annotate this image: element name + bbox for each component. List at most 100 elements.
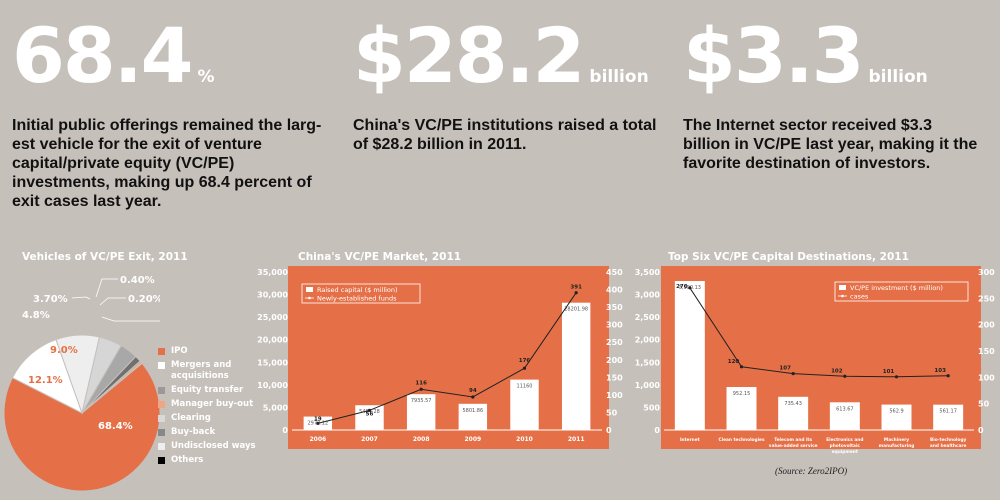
y-tick-label-left: 1,500 [635, 358, 661, 367]
y-tick-label-left: 20,000 [257, 336, 288, 345]
y-tick-label-left: 5,000 [263, 403, 289, 412]
line-value-label: 103 [934, 368, 946, 374]
line-value-label: 116 [415, 380, 427, 386]
legend-swatch-point [841, 294, 844, 298]
stat-value: $28.2 [353, 11, 585, 100]
y-tick-label-left: 3,500 [635, 268, 661, 277]
y-tick-label-right: 0 [978, 426, 984, 435]
y-tick-label-right: 0 [606, 426, 612, 435]
legend-item: Undisclosed ways [158, 441, 263, 452]
x-tick-label: Clean technologies [718, 437, 764, 443]
line-point [522, 366, 527, 370]
legend-swatch [158, 443, 165, 450]
x-tick-label: 2010 [516, 436, 533, 443]
legend-item: Clearing [158, 413, 263, 424]
x-tick-label: 2008 [413, 436, 430, 443]
legend-swatch-point [308, 296, 311, 300]
x-tick-label: value-added service [769, 443, 818, 449]
pie-slice-label: 0.20% [128, 294, 160, 305]
y-tick-label-right: 350 [606, 303, 623, 312]
bar [510, 379, 539, 430]
y-tick-label-right: 450 [606, 268, 623, 277]
y-tick-label-right: 400 [606, 286, 623, 295]
pie-legend: IPO Mergers and acquisitions Equity transf… [158, 346, 263, 469]
y-tick-label-right: 150 [978, 347, 995, 356]
y-tick-label-left: 0 [654, 426, 660, 435]
stat-internet-sector: $3.3 billion [683, 18, 928, 94]
legend-label: Clearing [171, 413, 211, 423]
pie-slice [11, 338, 83, 415]
legend-swatch [158, 401, 165, 408]
y-tick-label-left: 1,000 [635, 381, 661, 390]
bar [726, 387, 757, 430]
y-tick-label-left: 35,000 [257, 268, 288, 277]
line-value-label: 56 [366, 411, 374, 417]
legend-swatch-bar [306, 287, 313, 292]
legend-item: Buy-back [158, 427, 263, 438]
legend-label: Buy-back [171, 427, 216, 437]
line-value-label: 270 [676, 284, 688, 290]
line-point [419, 387, 423, 391]
bar [674, 281, 705, 430]
legend-item: Equity transfer [158, 385, 263, 396]
y-tick-label-left: 10,000 [257, 381, 288, 390]
line-point [894, 375, 899, 379]
legend-item: IPO [158, 346, 263, 357]
y-tick-label-right: 250 [978, 294, 995, 303]
line-value-label: 120 [728, 359, 740, 365]
source-note: (Source: Zero2IPO) [775, 466, 848, 476]
x-tick-label: 2011 [568, 436, 585, 443]
stat-description: The Internet sector received $3.3 billio… [683, 117, 978, 172]
legend-label: Undisclosed ways [171, 441, 256, 451]
legend-box [301, 283, 421, 304]
line-point [739, 365, 744, 369]
legend-item: Mergers and acquisitions [158, 360, 263, 382]
y-tick-label-right: 100 [606, 391, 623, 400]
legend-label: Others [171, 455, 204, 465]
stat-raised-capital: $28.2 billion [353, 18, 649, 94]
stat-value: $3.3 [683, 11, 865, 100]
line-point [843, 374, 847, 378]
pie-leader-line [101, 316, 160, 322]
bar-value-label: 562.9 [889, 409, 903, 415]
pie-slice-label: 68.4% [98, 421, 133, 432]
legend-swatch [158, 415, 165, 422]
y-tick-label-right: 200 [978, 321, 995, 330]
stat-description: China's VC/PE institutions raised a tota… [353, 117, 657, 153]
legend-swatch [158, 429, 165, 436]
pie-slice-label: 0.40% [120, 275, 155, 286]
y-tick-label-left: 2,000 [635, 336, 661, 345]
line-value-label: 107 [779, 366, 791, 372]
legend-label: cases [850, 293, 869, 301]
y-tick-label-right: 150 [606, 373, 623, 382]
y-tick-label-left: 25,000 [257, 313, 288, 322]
legend-label: Raised capital ($ million) [317, 286, 398, 294]
bar [778, 396, 809, 430]
series-line [689, 287, 949, 378]
pie-chart-title: Vehicles of VC/PE Exit, 2011 [22, 251, 188, 263]
bar [881, 404, 912, 430]
destinations-chart: 0 500 1,000 1,500 2,000 2,500 3,000 3,500 0 50 100… [635, 268, 995, 455]
legend-item: Others [158, 455, 263, 466]
destinations-chart-panel [661, 266, 981, 449]
bar-value-label: 5801.86 [462, 408, 483, 414]
x-tick-label: Electronics and [826, 437, 863, 443]
line-point [316, 421, 320, 425]
bar-value-label: 561.17 [939, 409, 957, 415]
bar-value-label: 952.15 [733, 391, 751, 397]
x-tick-label: Telecom and its [774, 437, 812, 443]
y-tick-label-left: 30,000 [257, 291, 288, 300]
legend-item: Manager buy-out [158, 399, 263, 410]
bar [829, 402, 860, 430]
y-tick-label-left: 15,000 [257, 358, 288, 367]
legend-label: VC/PE investment ($ million) [850, 284, 943, 292]
legend-swatch [158, 348, 165, 355]
line-value-label: 391 [570, 285, 582, 291]
line-value-label: 94 [469, 388, 477, 394]
legend-label: Mergers and acquisitions [171, 360, 232, 381]
line-value-label: 102 [831, 368, 843, 374]
bar [458, 403, 488, 430]
bar-value-label: 7935.57 [411, 398, 432, 404]
bar [561, 302, 591, 430]
x-tick-label: equipment [832, 449, 858, 455]
